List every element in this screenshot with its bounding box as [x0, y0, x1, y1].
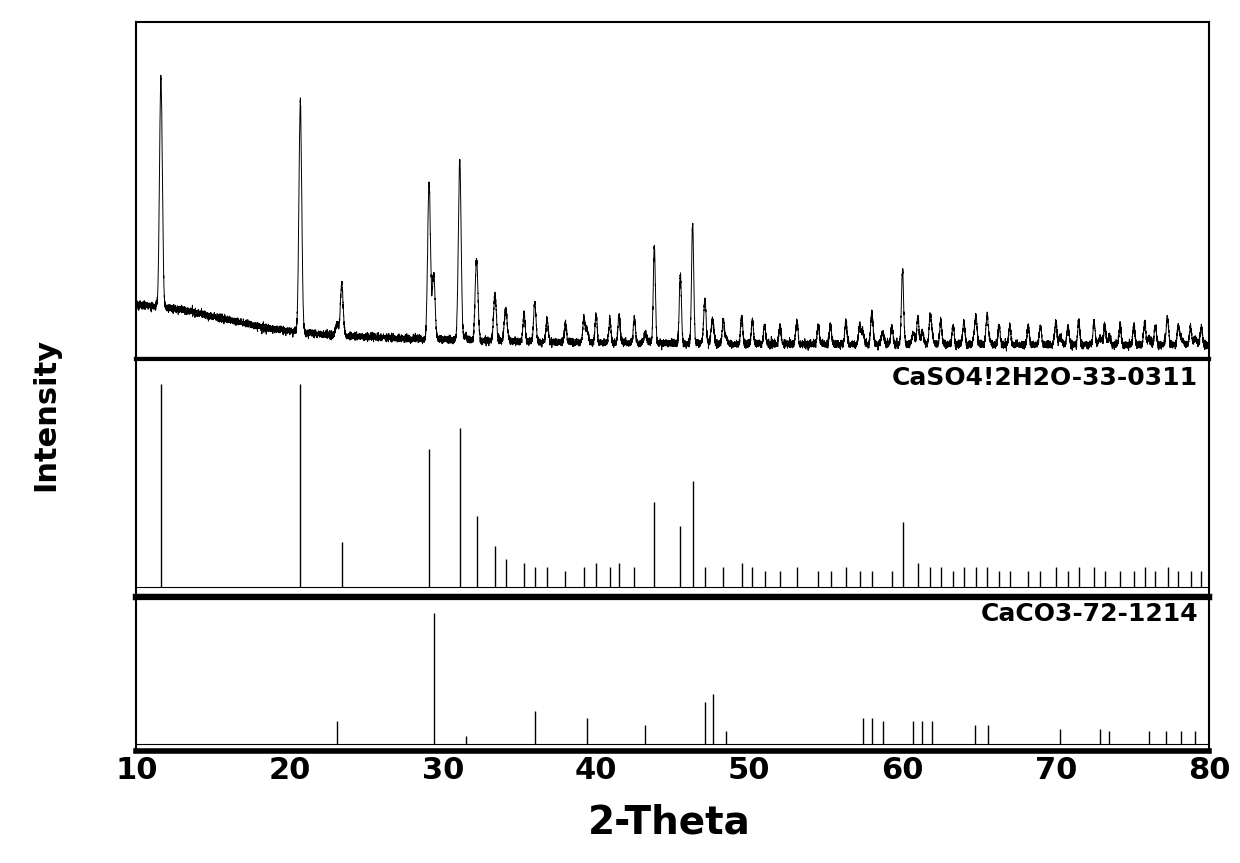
Text: CaSO4!2H2O-33-0311: CaSO4!2H2O-33-0311	[892, 367, 1198, 390]
Text: 2-Theta: 2-Theta	[588, 803, 751, 841]
Text: CaCO3-72-1214: CaCO3-72-1214	[981, 602, 1198, 626]
Text: Intensity: Intensity	[31, 337, 60, 491]
